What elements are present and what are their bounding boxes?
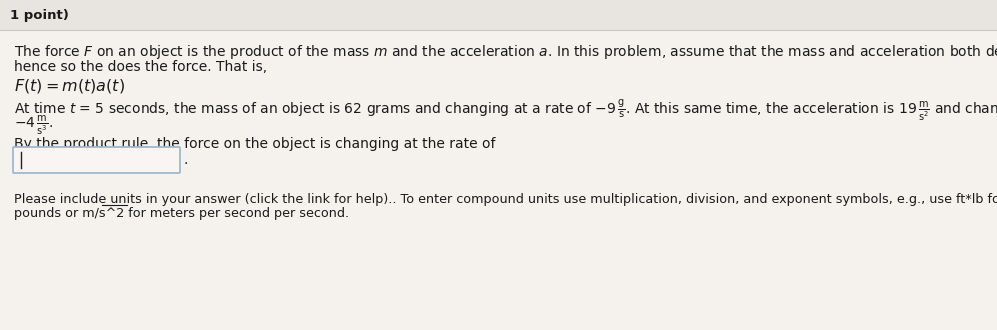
FancyBboxPatch shape — [0, 30, 997, 330]
Text: .: . — [183, 153, 187, 167]
Text: By the product rule, the force on the object is changing at the rate of: By the product rule, the force on the ob… — [14, 137, 496, 151]
Text: $-4\,\frac{\mathrm{m}}{\mathrm{s}^3}$.: $-4\,\frac{\mathrm{m}}{\mathrm{s}^3}$. — [14, 113, 53, 137]
Text: The force $\mathit{F}$ on an object is the product of the mass $\mathit{m}$ and : The force $\mathit{F}$ on an object is t… — [14, 43, 997, 61]
FancyBboxPatch shape — [0, 0, 997, 30]
FancyBboxPatch shape — [13, 147, 180, 173]
Text: 1 point): 1 point) — [10, 9, 69, 21]
Text: At time $\mathit{t}$ = 5 seconds, the mass of an object is 62 grams and changing: At time $\mathit{t}$ = 5 seconds, the ma… — [14, 97, 997, 123]
Text: pounds or m/s^2 for meters per second per second.: pounds or m/s^2 for meters per second pe… — [14, 208, 349, 220]
Text: hence so the does the force. That is,: hence so the does the force. That is, — [14, 60, 267, 74]
Text: Please include units in your answer (click the link for help).. To enter compoun: Please include units in your answer (cli… — [14, 193, 997, 207]
Text: $F(t) = m(t)a(t)$: $F(t) = m(t)a(t)$ — [14, 77, 126, 95]
